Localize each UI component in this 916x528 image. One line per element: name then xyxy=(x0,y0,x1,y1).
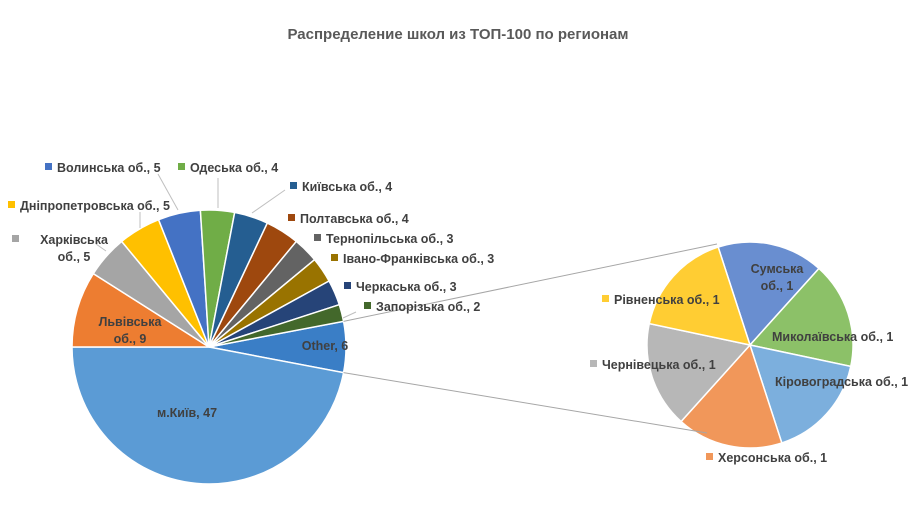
legend-key-чернівецька-об- xyxy=(590,360,597,367)
legend-key-волинська-об- xyxy=(45,163,52,170)
label-рівненська-об-: Рівненська об., 1 xyxy=(614,293,720,307)
label-одеська-об-: Одеська об., 4 xyxy=(190,161,278,175)
connector-line-top xyxy=(343,243,718,322)
label-харківська-об-: Харківська об., 5 xyxy=(40,233,109,264)
legend-key-рівненська-об- xyxy=(602,295,609,302)
label-волинська-об-: Волинська об., 5 xyxy=(57,161,161,175)
slice-чернівецька-об- xyxy=(646,322,752,423)
label-запорізька-об-: Запорізька об., 2 xyxy=(376,300,480,314)
leader-line xyxy=(342,311,357,319)
slice-рівненська-об- xyxy=(648,246,752,347)
label-київська-об-: Київська об., 4 xyxy=(302,180,392,194)
label-тернопільська-об-: Тернопільська об., 3 xyxy=(326,232,454,246)
label-дніпропетровська-об-: Дніпропетровська об., 5 xyxy=(20,199,170,213)
label-івано-франківська-об-: Івано-Франківська об., 3 xyxy=(343,252,494,266)
chart-title: Распределение школ из ТОП-100 по региона… xyxy=(287,26,629,43)
label-полтавська-об-: Полтавська об., 4 xyxy=(300,212,409,226)
slice-херсонська-об- xyxy=(680,343,783,449)
legend-key-харківська-об- xyxy=(12,235,19,242)
legend-key-полтавська-об- xyxy=(288,214,295,221)
label-миколаївська-об-: Миколаївська об., 1 xyxy=(772,330,893,344)
legend-key-херсонська-об- xyxy=(706,453,713,460)
label-сумська-об-: Сумська об., 1 xyxy=(751,262,805,293)
label-херсонська-об-: Херсонська об., 1 xyxy=(718,451,827,465)
label-other: Other, 6 xyxy=(302,339,349,353)
label-кіровоградська-об-: Кіровоградська об., 1 xyxy=(775,375,908,389)
slice-миколаївська-об- xyxy=(748,267,854,368)
legend-key-одеська-об- xyxy=(178,163,185,170)
slice-м-київ xyxy=(71,346,345,485)
slice-сумська-об- xyxy=(717,241,820,347)
label-черкаська-об-: Черкаська об., 3 xyxy=(356,280,457,294)
leader-line xyxy=(157,173,179,211)
legend-key-дніпропетровська-об- xyxy=(8,201,15,208)
leader-line xyxy=(95,243,107,252)
connector-line-bottom xyxy=(343,372,708,434)
legend-key-івано-франківська-об- xyxy=(331,254,338,261)
leader-line xyxy=(251,189,286,214)
label-львівська-об-: Львівська об., 9 xyxy=(99,315,163,346)
legend-key-тернопільська-об- xyxy=(314,234,321,241)
label-чернівецька-об-: Чернівецька об., 1 xyxy=(602,358,716,372)
legend-key-запорізька-об- xyxy=(364,302,371,309)
label-м-київ: м.Київ, 47 xyxy=(157,406,217,420)
legend-key-черкаська-об- xyxy=(344,282,351,289)
slice-запорізька-об- xyxy=(208,303,345,348)
slice-кіровоградська-об- xyxy=(748,343,852,444)
legend-key-київська-об- xyxy=(290,182,297,189)
